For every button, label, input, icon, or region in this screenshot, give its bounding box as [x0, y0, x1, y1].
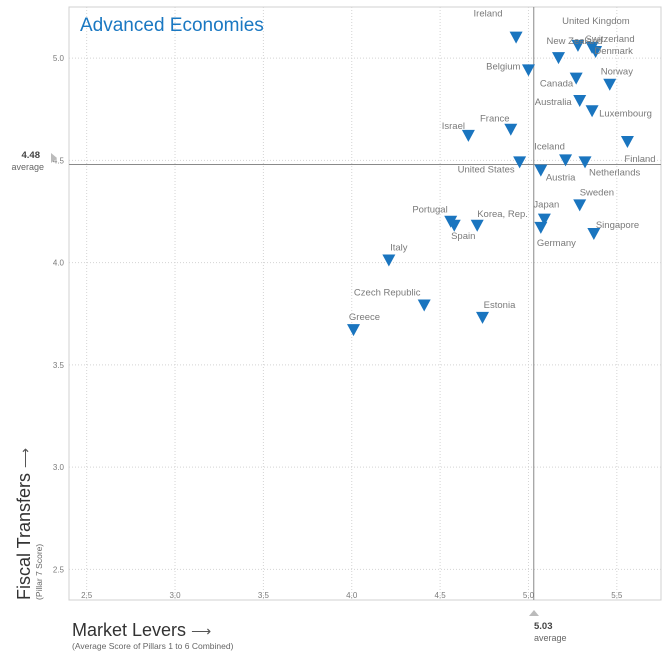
x-average-value: 5.03 — [534, 621, 553, 632]
data-point — [573, 199, 587, 212]
data-point — [534, 221, 548, 234]
y-tick-label: 4.5 — [53, 156, 65, 165]
data-point — [569, 72, 583, 85]
data-point — [476, 311, 490, 324]
y-average-value: 4.48 — [22, 150, 41, 161]
point-labels: Ireland United Kingdom New ZealandSwitzerl… — [349, 9, 656, 323]
data-point — [504, 123, 518, 136]
y-axis-title: Fiscal Transfers ⟶ — [14, 448, 35, 600]
data-point — [559, 154, 573, 167]
point-label: Luxembourg — [599, 108, 652, 119]
data-point — [461, 129, 475, 142]
data-point — [587, 227, 601, 240]
tick-labels: 2.5 3.0 3.5 4.0 4.5 5.0 5.5 2.5 3.0 3.5 4.0 4.5 5.0 — [53, 54, 623, 600]
point-label: Portugal — [412, 205, 447, 216]
data-point — [585, 105, 599, 118]
point-label: United Kingdom — [562, 16, 630, 27]
x-tick-label: 3.0 — [169, 591, 181, 600]
point-label: Korea, Rep. — [477, 209, 528, 220]
y-axis-subtitle: (Pillar 7 Score) — [34, 543, 44, 600]
data-point — [534, 164, 548, 177]
data-point — [537, 213, 551, 226]
point-label: Netherlands — [589, 167, 640, 178]
point-label: Estonia — [484, 300, 516, 311]
data-point — [552, 52, 566, 65]
x-tick-label: 4.0 — [346, 591, 358, 600]
x-axis-title-text: Market Levers — [72, 620, 187, 640]
y-average-label: average — [11, 162, 44, 172]
data-point — [347, 324, 361, 337]
point-label: Sweden — [580, 187, 614, 198]
x-average-label: average — [534, 633, 567, 643]
data-point — [382, 254, 396, 267]
point-label: Iceland — [534, 141, 565, 152]
data-points — [347, 31, 634, 337]
data-point — [589, 45, 603, 58]
point-label: United States — [458, 164, 515, 175]
point-label: Australia — [535, 97, 573, 108]
point-label: Israel — [442, 121, 465, 132]
plot-frame — [68, 6, 662, 601]
data-point — [573, 95, 587, 108]
data-point — [603, 78, 617, 91]
x-axis-subtitle: (Average Score of Pillars 1 to 6 Combine… — [72, 641, 234, 651]
point-label: Finland — [624, 154, 655, 165]
point-label: Norway — [601, 67, 633, 78]
y-axis-title-text: Fiscal Transfers — [14, 472, 34, 600]
point-label: New Zealand — [547, 36, 603, 47]
point-label: Greece — [349, 312, 380, 323]
data-point — [521, 64, 535, 77]
point-label: Belgium — [486, 61, 520, 72]
point-label: Denmark — [594, 46, 633, 57]
data-point — [470, 219, 484, 232]
point-label: Spain — [451, 231, 475, 242]
y-tick-label: 5.0 — [53, 54, 65, 63]
chart-title: Advanced Economies — [80, 15, 264, 36]
point-label: Canada — [540, 79, 574, 90]
point-label: Singapore — [596, 220, 639, 231]
data-point — [417, 299, 431, 312]
x-tick-label: 3.5 — [258, 591, 270, 600]
average-lines — [69, 7, 661, 600]
data-point — [513, 156, 527, 169]
y-tick-label: 2.5 — [53, 565, 65, 574]
x-average-marker — [529, 610, 539, 616]
y-tick-label: 3.5 — [53, 361, 65, 370]
x-axis-title: Market Levers ⟶ — [72, 620, 211, 641]
data-point — [571, 39, 585, 52]
data-point — [578, 156, 592, 169]
x-tick-label: 2.5 — [81, 591, 93, 600]
point-label: Italy — [390, 243, 408, 254]
point-label: France — [480, 114, 510, 125]
point-label: Austria — [546, 173, 576, 184]
grid-layer — [68, 6, 662, 601]
point-label: Switzerland — [586, 34, 635, 45]
x-tick-label: 5.5 — [611, 591, 623, 600]
y-tick-label: 4.0 — [53, 259, 65, 268]
up-arrow-icon: ⟶ — [17, 447, 33, 468]
y-average-marker — [51, 153, 57, 163]
data-point — [509, 31, 523, 44]
point-label: Japan — [533, 200, 559, 211]
point-label: Czech Republic — [354, 288, 421, 299]
right-arrow-icon: ⟶ — [191, 623, 212, 639]
data-point — [620, 135, 634, 148]
data-point — [447, 219, 461, 232]
point-label: Germany — [537, 238, 576, 249]
x-tick-label: 4.5 — [435, 591, 447, 600]
x-tick-label: 5.0 — [523, 591, 535, 600]
point-label: Ireland — [474, 9, 503, 20]
y-tick-label: 3.0 — [53, 463, 65, 472]
